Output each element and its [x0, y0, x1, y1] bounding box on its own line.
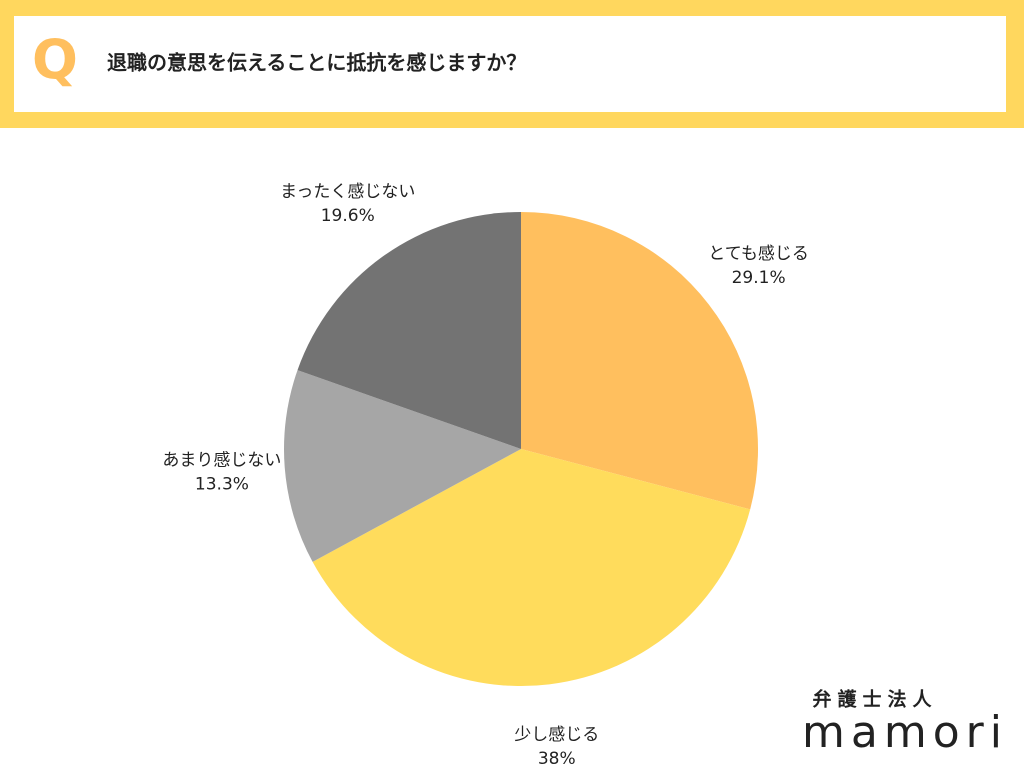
slice-label: とても感じる: [708, 244, 809, 264]
brand-sub: 弁護士法人: [812, 688, 937, 711]
brand-name: mamori: [802, 707, 1008, 758]
pie-slice: [521, 212, 759, 510]
question-text: 退職の意思を伝えることに抵抗を感じますか？: [107, 51, 526, 75]
pie-slice: [312, 449, 751, 686]
slice-value: 13.3%: [195, 475, 249, 495]
slice-value: 38%: [538, 749, 576, 768]
slice-label: あまり感じない: [162, 451, 281, 471]
pie: [284, 212, 759, 686]
question-marker: Q: [32, 29, 78, 92]
slice-value: 29.1%: [732, 268, 786, 288]
slice-label: 少し感じる: [514, 725, 599, 745]
pie-slice: [297, 212, 521, 449]
slice-value: 19.6%: [321, 206, 375, 226]
pie-slice: [284, 370, 521, 562]
header-box: [14, 16, 1006, 112]
slice-label: まったく感じない: [280, 182, 415, 202]
